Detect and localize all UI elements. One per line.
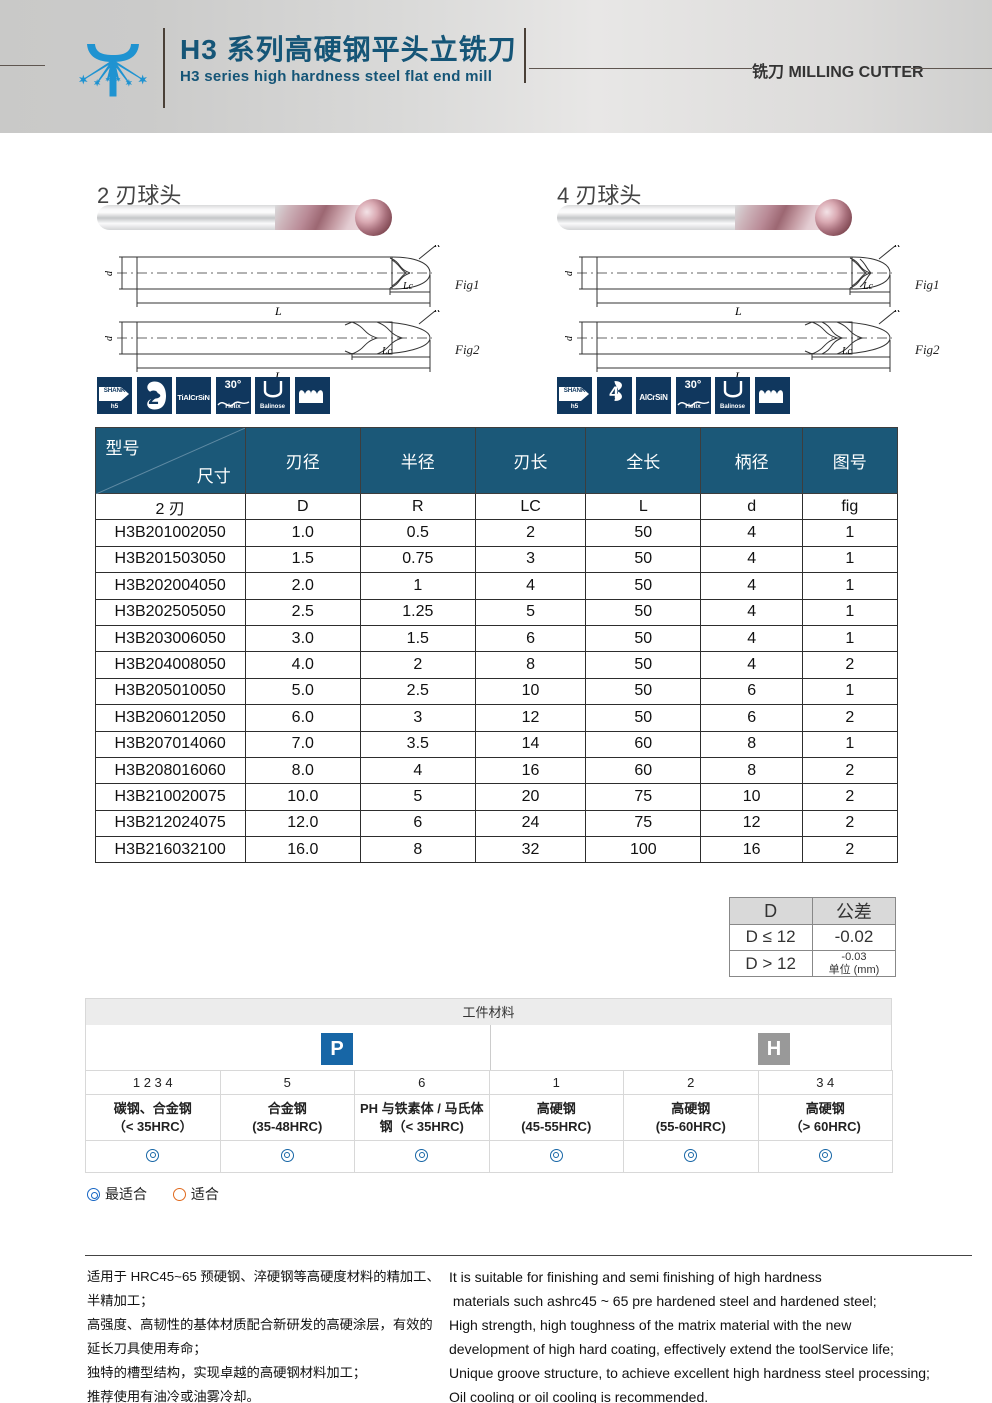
svg-text:d: d (104, 270, 115, 276)
svg-text:Lc: Lc (841, 346, 853, 357)
svg-text:Lc: Lc (381, 346, 393, 357)
svg-text:R: R (893, 245, 900, 250)
svg-text:d: d (104, 335, 115, 341)
svg-text:R: R (893, 310, 900, 315)
svg-text:R: R (433, 310, 440, 315)
svg-text:2: 2 (148, 388, 159, 409)
svg-text:d: d (564, 335, 575, 341)
svg-text:Lc: Lc (862, 281, 874, 292)
svg-text:d: d (564, 270, 575, 276)
svg-text:Lc: Lc (402, 281, 414, 292)
svg-text:R: R (433, 245, 440, 250)
